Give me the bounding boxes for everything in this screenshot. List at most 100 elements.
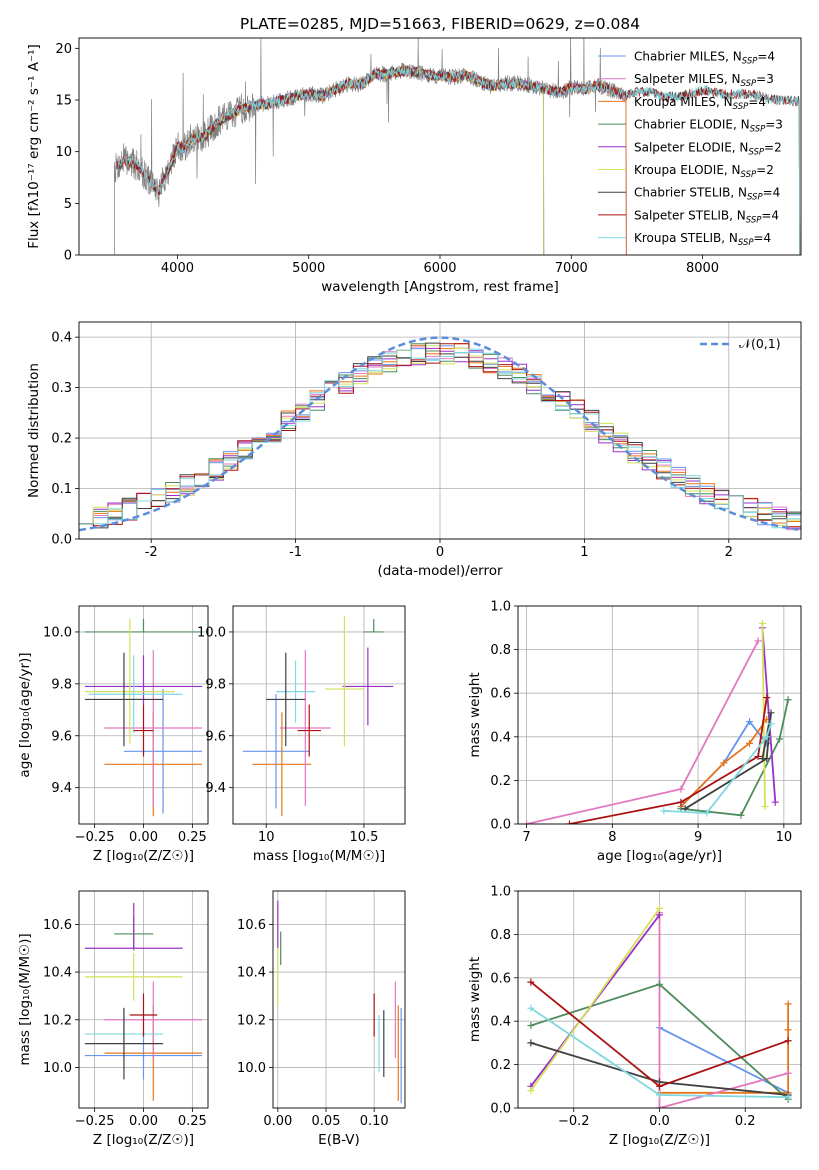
x-tick-label: 0.00 — [129, 830, 158, 845]
mass-weight-line — [663, 723, 772, 815]
axes: 10 10.5 9.4 9.6 9.8 10.0 mass [log₁₀(M/M☉)] — [197, 605, 406, 864]
figure-title: PLATE=0285, MJD=51663, FIBERID=0629, z=0… — [240, 15, 640, 33]
mass-weight-marker — [758, 755, 766, 763]
x-tick-label: 10.5 — [349, 830, 378, 845]
y-tick-label: 5 — [64, 197, 72, 212]
x-tick-label: −0.2 — [558, 1114, 590, 1129]
y-tick-label: 0.1 — [51, 482, 72, 497]
y-tick-label: 1.0 — [490, 600, 511, 615]
axes-frame — [272, 890, 406, 1109]
x-tick-label: 0.2 — [735, 1114, 756, 1129]
y-tick-label: 9.8 — [205, 677, 226, 692]
axes: −0.25 0.00 0.25 10.0 10.2 10.4 10.6 Z [log₁₀(Z/… — [17, 890, 209, 1148]
histogram-series — [79, 343, 801, 528]
y-tick-label: 0.4 — [51, 331, 72, 346]
legend-entry: Chabrier MILES, NSSP=4 — [634, 50, 775, 67]
plot-area — [79, 336, 801, 532]
mass-weight-marker — [784, 1026, 792, 1034]
histogram-series — [79, 348, 801, 529]
residual-legend: 𝒩(0,1) — [700, 336, 781, 351]
y-tick-label: 10.4 — [43, 966, 72, 981]
x-axis-label: Z [log₁₀(Z/Z☉)] — [609, 1132, 710, 1148]
legend-entry: Chabrier ELODIE, NSSP=3 — [634, 118, 783, 135]
y-tick-label: 9.6 — [51, 729, 72, 744]
mass-weight-marker — [784, 1093, 792, 1101]
mass-weight-marker — [703, 809, 711, 817]
y-tick-label: 9.4 — [51, 781, 72, 796]
model-spectrum-line — [166, 65, 545, 255]
axes: 7 8 9 10 0.0 0.2 0.4 0.6 0.8 1.0 age [log₁₀(age/yr… — [467, 600, 802, 864]
x-tick-label: 0.00 — [129, 1114, 158, 1129]
panel-mass-weight-vs-Z: −0.2 0.0 0.2 0.0 0.2 0.4 0.6 0.8 1.0 Z [log₁₀(Z/Z… — [467, 885, 802, 1148]
y-tick-label: 0.4 — [490, 1015, 511, 1030]
mass-weight-marker — [527, 1004, 535, 1012]
y-tick-label: 9.8 — [51, 677, 72, 692]
mass-weight-marker — [746, 739, 754, 747]
y-axis-label: Normed distribution — [26, 363, 42, 498]
y-tick-label: 10.0 — [237, 1061, 266, 1076]
mass-weight-marker — [784, 1037, 792, 1045]
y-tick-label: 0 — [64, 249, 72, 264]
x-tick-label: -2 — [145, 545, 158, 560]
mass-weight-marker — [656, 1104, 663, 1108]
mass-weight-marker — [656, 904, 663, 912]
panel-age-vs-Z: −0.25 0.00 0.25 9.4 9.6 9.8 10.0 Z [log₁₀(Z/Z☉)… — [17, 605, 209, 864]
x-tick-label: 4000 — [161, 261, 194, 276]
mass-weight-marker — [681, 805, 689, 813]
legend-entry: Salpeter STELIB, NSSP=4 — [634, 208, 779, 225]
y-tick-label: 10.2 — [43, 1013, 72, 1028]
panel-mass-vs-Z: −0.25 0.00 0.25 10.0 10.2 10.4 10.6 Z [log₁₀(Z/… — [17, 890, 209, 1148]
y-axis-label: mass weight — [467, 957, 483, 1042]
y-tick-label: 10.6 — [237, 918, 266, 933]
mass-weight-marker — [656, 1082, 663, 1090]
y-tick-label: 0.8 — [490, 643, 511, 658]
mass-weight-marker — [771, 798, 779, 806]
x-tick-label: 0.0 — [649, 1114, 670, 1129]
y-tick-label: 1.0 — [490, 885, 511, 900]
axes: 0.00 0.05 0.10 10.0 10.2 10.4 10.6 E(B-V) — [237, 890, 406, 1148]
y-tick-label: 0.4 — [490, 730, 511, 745]
x-axis-label: (data-model)/error — [377, 563, 503, 579]
plot-area — [84, 618, 203, 817]
x-tick-label: 0.05 — [312, 1114, 341, 1129]
x-tick-label: 7000 — [555, 261, 588, 276]
mass-weight-marker — [746, 718, 754, 726]
y-tick-label: 0.6 — [490, 971, 511, 986]
x-tick-label: 0.00 — [263, 1114, 292, 1129]
y-tick-label: 10.0 — [43, 1061, 72, 1076]
x-tick-label: −0.25 — [75, 830, 115, 845]
mass-weight-marker — [737, 811, 745, 819]
y-tick-label: 20 — [55, 42, 72, 57]
mass-weight-marker — [767, 709, 775, 717]
mass-weight-marker — [784, 1069, 792, 1077]
mass-weight-marker — [776, 735, 784, 743]
x-axis-label: age [log₁₀(age/yr)] — [597, 848, 722, 864]
mass-weight-marker — [754, 637, 762, 645]
y-tick-label: 0.2 — [490, 1058, 511, 1073]
mass-weight-marker — [784, 696, 792, 704]
plot-area — [242, 616, 394, 817]
mass-weight-marker — [565, 820, 573, 824]
x-tick-label: 5000 — [292, 261, 325, 276]
model-spectrum-line — [116, 64, 801, 255]
spectrum-legend: Chabrier MILES, NSSP=4 Salpeter MILES, NS… — [598, 50, 783, 248]
model-spectrum-line — [166, 65, 545, 255]
y-tick-label: 10.4 — [237, 966, 266, 981]
legend-entry: Salpeter MILES, NSSP=3 — [634, 72, 774, 89]
x-tick-label: 2 — [725, 545, 733, 560]
x-axis-label: E(B-V) — [318, 1132, 360, 1148]
legend-entry: Kroupa ELODIE, NSSP=2 — [634, 163, 774, 180]
axes: −0.2 0.0 0.2 0.0 0.2 0.4 0.6 0.8 1.0 Z [log₁₀(Z/Z… — [467, 885, 802, 1148]
x-tick-label: 8000 — [686, 261, 719, 276]
mass-weight-line — [659, 1003, 789, 1094]
plot-area — [84, 902, 203, 1101]
y-tick-label: 0.0 — [51, 533, 72, 548]
plot-area — [523, 619, 792, 824]
mass-weight-marker — [656, 1091, 663, 1099]
mass-weight-marker — [527, 1087, 535, 1095]
x-tick-label: 7 — [522, 830, 530, 845]
x-tick-label: 0 — [436, 545, 444, 560]
mass-weight-line — [526, 640, 759, 824]
x-tick-label: −0.25 — [75, 1114, 115, 1129]
